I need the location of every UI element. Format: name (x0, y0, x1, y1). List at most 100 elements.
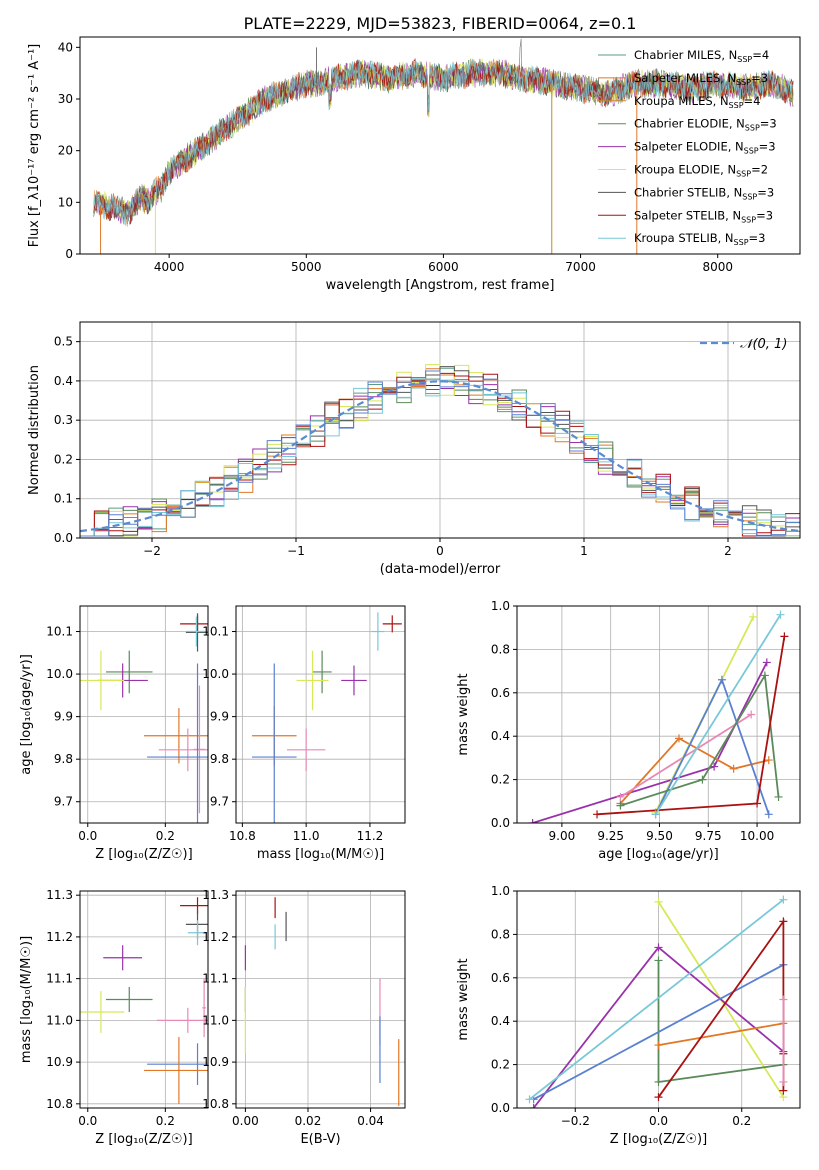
errorbar-point (156, 1007, 208, 1033)
y-tick-label: 11.0 (202, 1013, 229, 1027)
x-tick-label: 0.0 (649, 1114, 668, 1128)
y-tick-label: 0.6 (491, 686, 510, 700)
y-tick-label: 10.0 (202, 667, 229, 681)
panel-mass_vs_ebv: 0.00 0.02 0.04 10.8 10.9 11.0 11.1 11.2 11.3 E(B-… (202, 888, 406, 1147)
legend-label: Kroupa STELIB, NSSP=3 (634, 231, 765, 247)
weight-marker (616, 801, 625, 810)
x-tick-label: 9.25 (597, 829, 624, 843)
y-tick-label: 0.2 (491, 773, 510, 787)
errorbar-point (382, 615, 402, 633)
plot-area-mass_vs_ebv (244, 897, 400, 1106)
y-tick-label: 0 (65, 247, 73, 261)
errorbar-point (147, 1043, 208, 1086)
y-tick-label: 10 (58, 195, 73, 209)
y-axis-label: mass weight (456, 673, 471, 755)
weight-line (620, 672, 780, 807)
y-tick-label: 20 (58, 144, 73, 158)
x-tick-label: 0.00 (232, 1114, 259, 1128)
weight-line (654, 614, 782, 815)
axes-frame (79, 605, 209, 824)
legend-label: Chabrier MILES, NSSP=4 (634, 48, 769, 64)
x-tick-label: 1 (580, 544, 588, 558)
legend-label: Kroupa MILES, NSSP=4 (634, 94, 760, 110)
y-axis-label: mass weight (456, 958, 471, 1040)
axes-frame (235, 890, 406, 1109)
weight-marker (528, 819, 537, 823)
panel-residuals: 𝒩(0, 1) −2 −1 0 1 2 0.0 0.1 0.2 0.3 0.4 0.5 (data-mo… (27, 321, 801, 577)
weight-marker (729, 764, 738, 773)
weight-marker (525, 1095, 534, 1104)
x-tick-label: 2 (724, 544, 732, 558)
x-tick-label: 4000 (154, 260, 185, 274)
y-axis-label: Normed distribution (27, 365, 42, 495)
legend-label: Salpeter ELODIE, NSSP=3 (634, 140, 776, 156)
weight-marker (593, 810, 602, 819)
x-tick-label: 0.2 (156, 829, 175, 843)
x-tick-label: 0.2 (156, 1114, 175, 1128)
x-tick-label: −0.2 (561, 1114, 590, 1128)
weight-marker (774, 792, 783, 801)
weight-line (658, 1022, 784, 1046)
y-tick-label: 1.0 (491, 599, 510, 613)
axes-frame (79, 890, 209, 1109)
errorbar-point (341, 665, 367, 696)
y-tick-label: 0.0 (491, 816, 510, 830)
plot-area-residuals (80, 364, 800, 537)
panel-weight_vs_age: 9.00 9.25 9.50 9.75 10.00 0.0 0.2 0.4 0.6 0.8 1.0 a… (456, 599, 801, 862)
errorbar-point (296, 650, 329, 711)
errorbar-point (187, 920, 208, 946)
x-tick-label: 0.04 (357, 1114, 384, 1128)
weight-marker (654, 1093, 663, 1102)
x-axis-label: age [log₁₀(age/yr)] (598, 847, 719, 862)
x-tick-label: 11.2 (357, 829, 384, 843)
y-tick-label: 9.9 (210, 710, 229, 724)
y-tick-label: 9.8 (54, 752, 73, 766)
panel-age_vs_Z: 0.0 0.2 9.7 9.8 9.9 10.0 10.1 Z [log₁₀(Z/Z☉)] ag… (19, 605, 209, 862)
weight-line (619, 713, 752, 798)
weight-marker (764, 810, 773, 819)
errorbar-point (80, 991, 125, 1033)
y-tick-label: 0.3 (54, 413, 73, 427)
y-tick-label: 10.0 (46, 667, 73, 681)
y-tick-label: 9.7 (210, 795, 229, 809)
y-tick-label: 0.5 (54, 335, 73, 349)
figure-title: PLATE=2229, MJD=53823, FIBERID=0064, z=0… (244, 14, 637, 33)
y-tick-label: 10.9 (202, 1055, 229, 1069)
axes-frame (235, 605, 406, 824)
y-tick-label: 10.9 (46, 1055, 73, 1069)
weight-marker (674, 734, 683, 743)
y-tick-label: 0.4 (54, 374, 73, 388)
y-tick-label: 9.9 (54, 710, 73, 724)
y-tick-label: 30 (58, 92, 73, 106)
y-tick-label: 0.1 (54, 492, 73, 506)
errorbar-point (371, 612, 385, 651)
errorbar-point (202, 978, 207, 1038)
weight-marker (698, 775, 707, 784)
legend-label: Salpeter STELIB, NSSP=3 (634, 208, 773, 224)
y-tick-label: 10.8 (202, 1097, 229, 1111)
x-axis-label: Z [log₁₀(Z/Z☉)] (95, 847, 192, 862)
weight-marker (760, 671, 769, 680)
weight-marker (717, 675, 726, 684)
y-tick-label: 11.2 (202, 930, 229, 944)
y-tick-label: 11.3 (202, 888, 229, 902)
y-tick-label: 11.0 (46, 1013, 73, 1027)
y-tick-label: 0.4 (491, 1014, 510, 1028)
y-tick-label: 10.1 (202, 625, 229, 639)
plot-area-weight_vs_Z (525, 895, 788, 1108)
errorbar-point (105, 650, 153, 694)
weight-marker (776, 610, 785, 619)
x-tick-label: 7000 (565, 260, 596, 274)
y-tick-label: 0.8 (491, 642, 510, 656)
weight-marker (654, 1077, 663, 1086)
y-tick-label: 0.0 (54, 531, 73, 545)
panel-age_vs_mass: 10.8 11.0 11.2 9.7 9.8 9.9 10.0 10.1 mass [log₁₀… (202, 605, 406, 862)
errorbar-point (312, 650, 332, 694)
weight-marker (616, 792, 625, 801)
y-tick-label: 40 (58, 40, 73, 54)
panel-weight_vs_Z: −0.2 0.0 0.2 0.0 0.2 0.4 0.6 0.8 1.0 Z [log₁₀(Z/Z… (456, 884, 801, 1147)
plot-area-age_vs_Z (80, 613, 208, 823)
y-tick-label: 11.1 (202, 972, 229, 986)
legend-label: Chabrier ELODIE, NSSP=3 (634, 117, 777, 133)
plot-area-mass_vs_Z (80, 897, 208, 1104)
